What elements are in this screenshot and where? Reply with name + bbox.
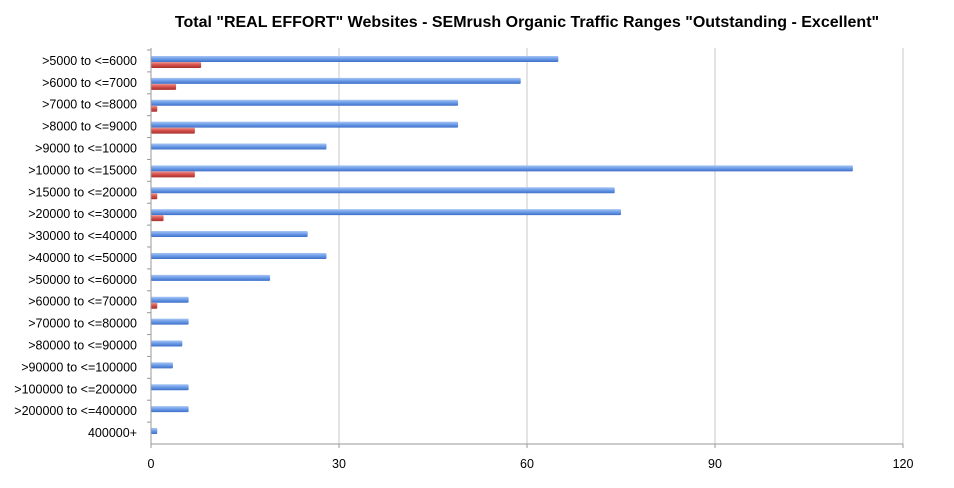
category-label: >70000 to <=80000 — [28, 317, 137, 331]
category-label: 400000+ — [88, 426, 137, 440]
category-label: >60000 to <=70000 — [28, 295, 137, 309]
bar-series-1 — [151, 252, 327, 259]
bar-series-1 — [151, 231, 308, 238]
bars — [151, 55, 853, 435]
bar-series-2 — [151, 215, 164, 222]
category-label: >200000 to <=400000 — [14, 404, 137, 418]
category-label: >9000 to <=10000 — [35, 142, 137, 156]
category-label: >15000 to <=20000 — [28, 185, 137, 199]
category-label: >20000 to <=30000 — [28, 207, 137, 221]
category-label: >30000 to <=40000 — [28, 229, 137, 243]
bar-series-1 — [151, 428, 158, 435]
bar-series-1 — [151, 406, 189, 413]
bar-series-1 — [151, 384, 189, 391]
bar-series-1 — [151, 318, 189, 325]
category-label: >40000 to <=50000 — [28, 251, 137, 265]
axes — [147, 48, 904, 448]
bar-series-2 — [151, 193, 158, 200]
bar-series-1 — [151, 77, 521, 84]
bar-series-1 — [151, 274, 271, 281]
x-tick-label: 90 — [708, 457, 722, 471]
category-label: >5000 to <=6000 — [42, 54, 137, 68]
category-label: >100000 to <=200000 — [14, 382, 137, 396]
bar-series-2 — [151, 105, 158, 112]
bar-series-1 — [151, 209, 621, 216]
bar-series-1 — [151, 362, 173, 369]
category-label: >80000 to <=90000 — [28, 339, 137, 353]
bar-series-1 — [151, 143, 327, 150]
bar-series-1 — [151, 340, 183, 347]
bar-series-1 — [151, 165, 853, 172]
grid — [338, 48, 904, 444]
bar-series-2 — [151, 61, 202, 68]
x-tick-label: 0 — [148, 457, 155, 471]
chart-title: Total "REAL EFFORT" Websites - SEMrush O… — [175, 14, 879, 31]
bar-series-1 — [151, 99, 459, 106]
x-tick-label: 120 — [893, 457, 914, 471]
bar-series-1 — [151, 296, 189, 303]
bar-series-2 — [151, 171, 195, 178]
category-label: >90000 to <=100000 — [21, 360, 137, 374]
category-label: >7000 to <=8000 — [42, 98, 137, 112]
category-label: >6000 to <=7000 — [42, 76, 137, 90]
x-tick-label: 60 — [520, 457, 534, 471]
x-tick-label: 30 — [332, 457, 346, 471]
category-labels: >5000 to <=6000 >6000 to <=7000 >7000 to <… — [14, 54, 137, 440]
category-label: >8000 to <=9000 — [42, 120, 137, 134]
bar-series-2 — [151, 83, 177, 90]
bar-series-2 — [151, 127, 195, 134]
tick-labels: 0 30 60 90 120 — [148, 457, 914, 471]
bar-series-1 — [151, 121, 459, 128]
category-label: >10000 to <=15000 — [28, 163, 137, 177]
bar-series-2 — [151, 302, 158, 309]
bar-series-1 — [151, 55, 559, 62]
bar-series-1 — [151, 187, 615, 194]
category-label: >50000 to <=60000 — [28, 273, 137, 287]
